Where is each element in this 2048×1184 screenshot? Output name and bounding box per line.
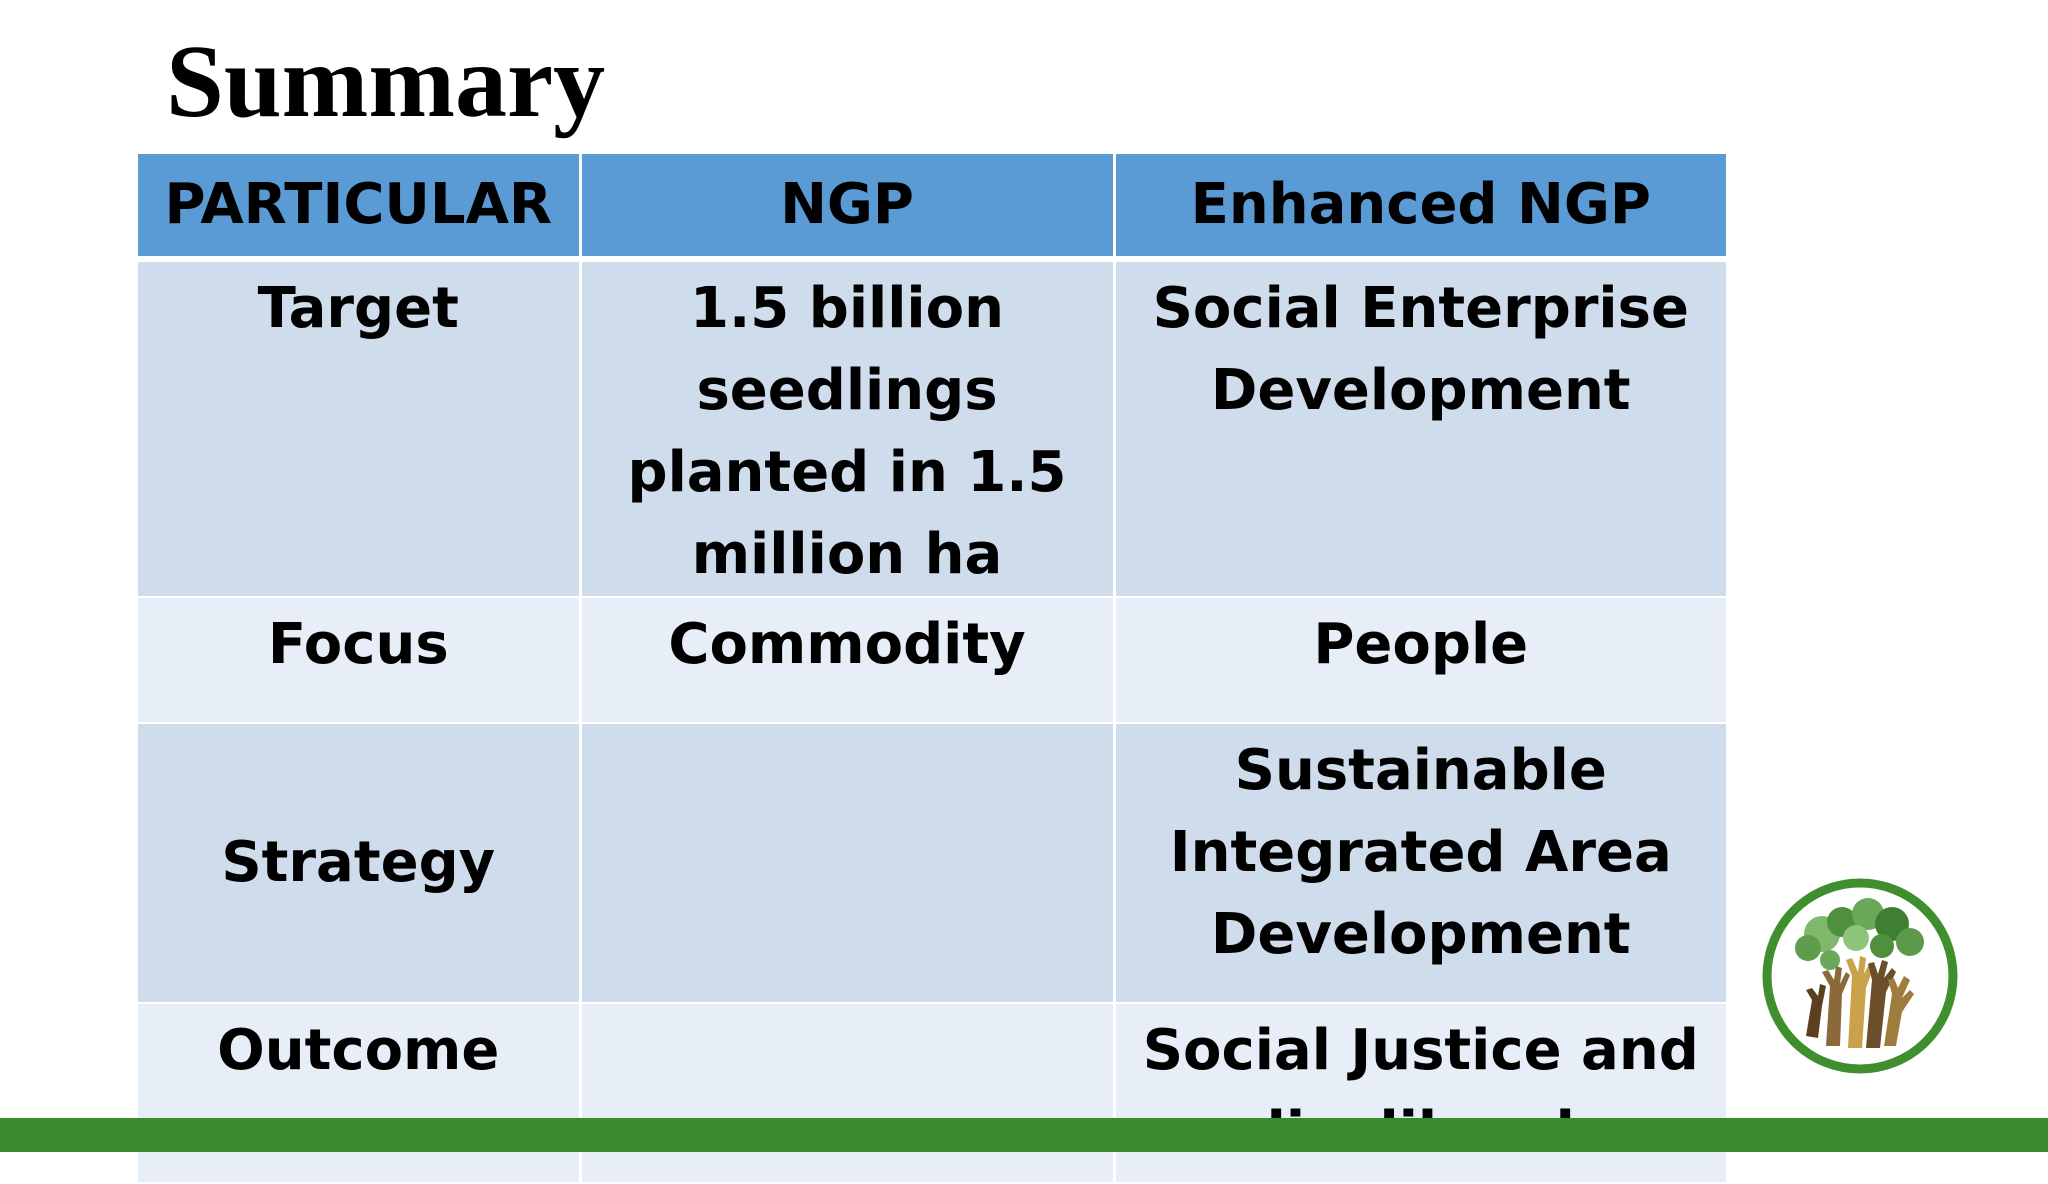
header-ngp: NGP [580, 154, 1116, 262]
cell-text: 1.5 billion seedlings planted in 1.5 mil… [627, 276, 1067, 587]
cell-target-ngp: 1.5 billion seedlings planted in 1.5 mil… [580, 259, 1116, 598]
cell-text: Focus [267, 612, 449, 677]
header-enhanced-ngp: Enhanced NGP [1114, 154, 1726, 262]
cell-text: Commodity [668, 612, 1026, 677]
cell-text: Social Enterprise Development [1152, 276, 1689, 423]
cell-target-particular: Target [138, 259, 582, 598]
cell-text: Target [257, 276, 459, 341]
cell-text: Outcome [217, 1018, 500, 1083]
header-particular: PARTICULAR [138, 154, 582, 262]
cell-strategy-enhanced: Sustainable Integrated Area Development [1114, 723, 1726, 1004]
cell-text: Strategy [221, 830, 496, 895]
table-row-outcome: Outcome Social Justice and livelihood [138, 1003, 1726, 1184]
cell-strategy-particular: Strategy [138, 723, 582, 1004]
bottom-green-bar [0, 1118, 2048, 1152]
cell-outcome-enhanced: Social Justice and livelihood [1114, 1003, 1726, 1184]
slide-title: Summary [166, 24, 606, 139]
table-row-target: Target 1.5 billion seedlings planted in … [138, 259, 1726, 598]
cell-strategy-ngp [580, 723, 1116, 1004]
cell-focus-enhanced: People [1114, 597, 1726, 724]
table-row-strategy: Strategy Sustainable Integrated Area Dev… [138, 723, 1726, 1004]
green-hands-trees-logo-icon [1762, 878, 1958, 1074]
cell-text: Sustainable Integrated Area Development [1169, 738, 1672, 967]
cell-focus-ngp: Commodity [580, 597, 1116, 724]
cell-outcome-particular: Outcome [138, 1003, 582, 1184]
table-header-row: PARTICULAR NGP Enhanced NGP [138, 154, 1726, 262]
cell-target-enhanced: Social Enterprise Development [1114, 259, 1726, 598]
cell-text: People [1313, 612, 1529, 677]
cell-focus-particular: Focus [138, 597, 582, 724]
cell-outcome-ngp [580, 1003, 1116, 1184]
summary-table: PARTICULAR NGP Enhanced NGP Target 1.5 b… [138, 154, 1726, 1184]
table-row-focus: Focus Commodity People [138, 597, 1726, 724]
